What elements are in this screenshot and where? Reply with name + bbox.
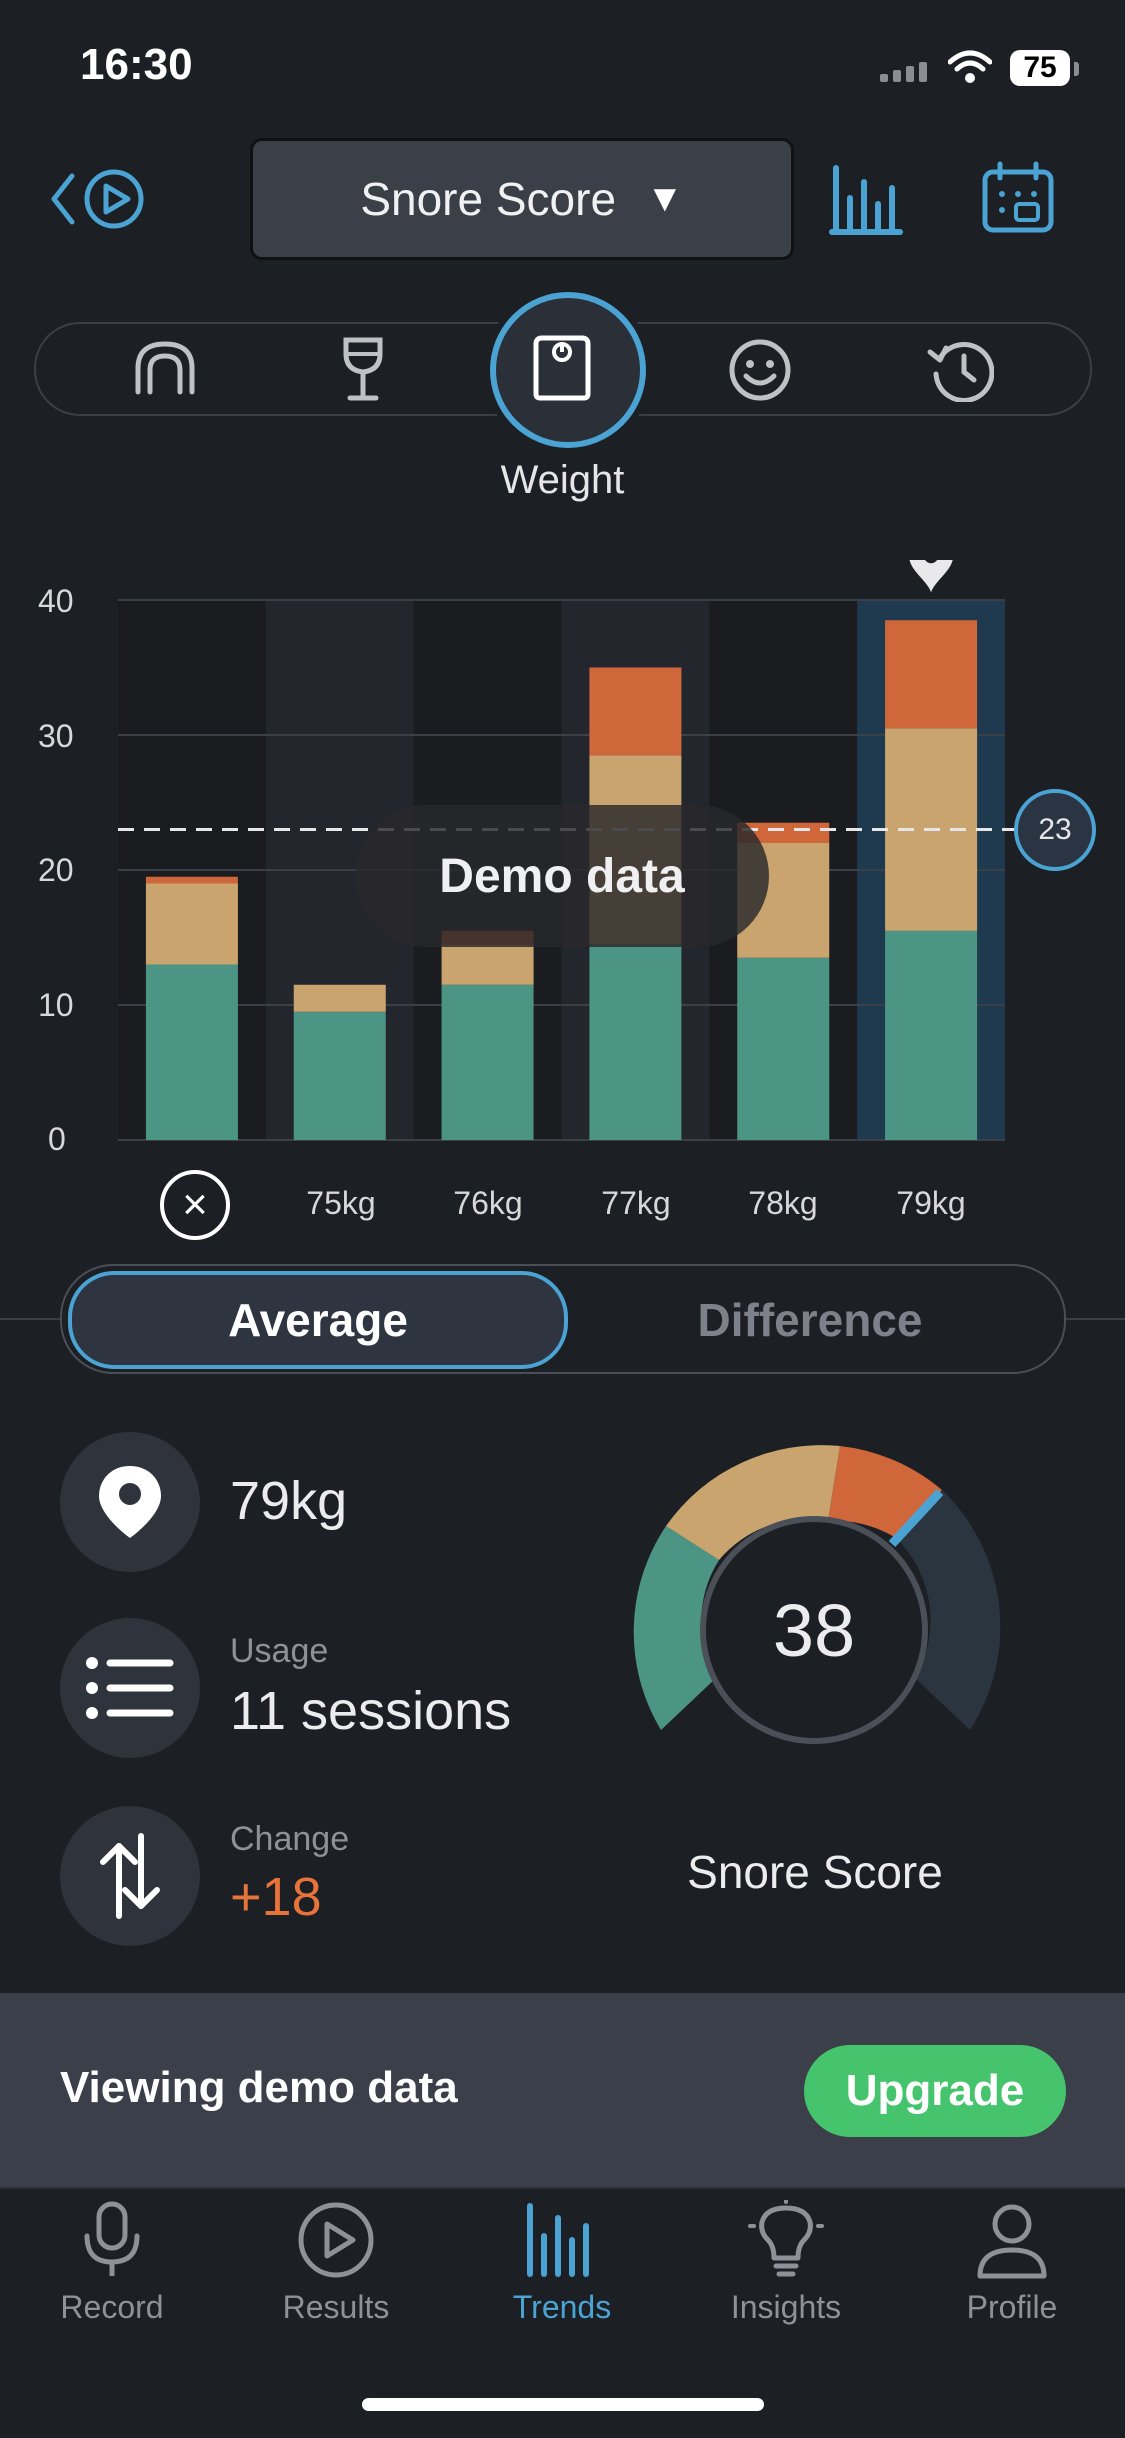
demo-data-overlay: Demo data [355, 805, 769, 947]
microphone-icon [84, 2201, 140, 2276]
clear-selection-button[interactable]: × [160, 1170, 230, 1240]
snore-score-gauge [633, 1445, 1001, 1730]
vertical-arrows-icon [100, 1833, 160, 1919]
tab-record-label: Record [60, 2289, 164, 2325]
scale-icon [533, 335, 591, 401]
battery-indicator: 75 [1010, 50, 1070, 86]
chart-bar-segment [885, 930, 978, 1140]
smiley-icon[interactable] [728, 338, 792, 402]
snore-score-value: 38 [700, 1516, 928, 1744]
y-tick-30: 30 [38, 718, 74, 754]
person-icon [977, 2204, 1047, 2279]
x-tick-77kg[interactable]: 77kg [601, 1185, 671, 1221]
selected-bar-pin-icon [909, 560, 953, 593]
tab-record[interactable]: Record [22, 2200, 202, 2326]
calendar-icon[interactable] [980, 160, 1056, 236]
average-tab[interactable]: Average [68, 1271, 568, 1369]
chart-bar-segment [441, 944, 534, 985]
factor-weight-button[interactable] [490, 292, 646, 448]
tab-trends-label: Trends [512, 2289, 612, 2325]
x-tick-79kg[interactable]: 79kg [896, 1185, 966, 1221]
y-tick-0: 0 [48, 1121, 66, 1157]
battery-tip [1074, 62, 1079, 76]
x-tick-76kg[interactable]: 76kg [453, 1185, 523, 1221]
play-circle-icon [298, 2202, 374, 2278]
location-pin-badge [60, 1432, 200, 1572]
upgrade-button[interactable]: Upgrade [804, 2045, 1066, 2137]
bar-chart-view-icon[interactable] [828, 160, 904, 236]
selected-bar-pin-hole [925, 560, 937, 564]
chart-bar-segment [145, 876, 238, 884]
location-pin-icon [99, 1466, 161, 1538]
chart-bar-segment [737, 822, 830, 843]
wine-glass-icon[interactable] [338, 336, 388, 402]
tab-insights-label: Insights [730, 2289, 842, 2325]
wifi-icon [948, 50, 992, 83]
tab-trends[interactable]: Trends [472, 2200, 652, 2326]
tab-results[interactable]: Results [246, 2200, 426, 2326]
metric-dropdown[interactable]: Snore Score ▼ [250, 138, 794, 260]
chart-bar-segment [737, 957, 830, 1140]
chart-bar-segment [589, 667, 682, 756]
status-time: 16:30 [80, 40, 193, 89]
lightbulb-icon [748, 2198, 824, 2277]
tab-results-label: Results [282, 2289, 390, 2325]
y-tick-20: 20 [38, 852, 74, 888]
tab-insights[interactable]: Insights [696, 2198, 876, 2326]
tab-bar [0, 2187, 1125, 2438]
usage-value: 11 sessions [230, 1681, 512, 1741]
chart-bar-segment [589, 944, 682, 1140]
change-badge [60, 1806, 200, 1946]
chart-bar-segment [885, 620, 978, 729]
metric-dropdown-label: Snore Score [360, 173, 617, 225]
chart-bar-segment [293, 984, 386, 1012]
change-value: +18 [230, 1867, 322, 1927]
chart-bar-segment [145, 883, 238, 965]
demo-banner-text: Viewing demo data [60, 2063, 458, 2112]
y-tick-40: 40 [38, 583, 74, 619]
tab-profile-label: Profile [966, 2289, 1058, 2325]
bar-chart-icon [527, 2203, 589, 2277]
usage-badge [60, 1618, 200, 1758]
signal-icon [880, 62, 932, 82]
home-indicator [362, 2398, 764, 2411]
chart-bar-segment [441, 984, 534, 1140]
back-play-button[interactable] [48, 166, 152, 232]
change-label: Change [230, 1820, 350, 1858]
x-tick-75kg[interactable]: 75kg [306, 1185, 376, 1221]
selected-factor-label: Weight [500, 458, 625, 502]
snore-score-label: Snore Score [687, 1846, 943, 1898]
y-tick-10: 10 [38, 987, 74, 1023]
tab-profile[interactable]: Profile [922, 2200, 1102, 2326]
chevron-down-icon: ▼ [646, 177, 684, 220]
mouthguard-icon[interactable] [132, 340, 198, 396]
x-tick-78kg[interactable]: 78kg [748, 1185, 818, 1221]
chart-bar-segment [293, 1011, 386, 1140]
average-line-badge: 23 [1014, 789, 1096, 871]
selected-weight-value: 79kg [230, 1471, 348, 1531]
usage-label: Usage [230, 1632, 329, 1670]
chart-bar-segment [145, 964, 238, 1140]
difference-tab[interactable]: Difference [697, 1294, 923, 1346]
list-icon [86, 1657, 174, 1719]
history-icon[interactable] [926, 338, 994, 402]
